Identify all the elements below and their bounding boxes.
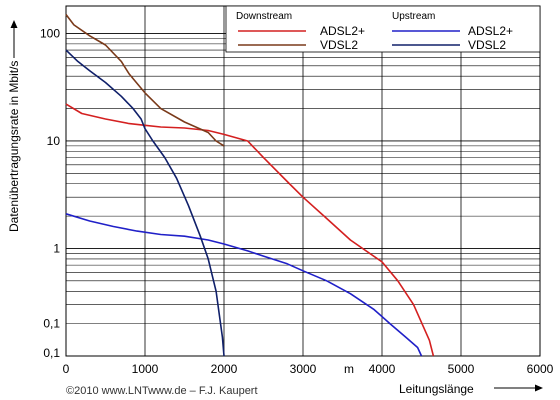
grid-lines xyxy=(66,6,540,357)
x-axis-label: Leitungslänge xyxy=(399,382,474,396)
x-tick-labels: 0 1000 2000 3000 4000 5000 6000 xyxy=(63,362,554,376)
legend-label-up-vdsl2: VDSL2 xyxy=(468,38,506,52)
y-tick-label: 100 xyxy=(40,26,60,40)
y-tick-label: 0,1 xyxy=(43,346,60,360)
x-tick-label: 2000 xyxy=(211,362,238,376)
x-axis-arrow xyxy=(494,384,543,392)
series-line-3 xyxy=(65,49,225,357)
series-lines xyxy=(65,14,435,357)
y-tick-label: 1 xyxy=(53,241,60,255)
legend-label-down-vdsl2: VDSL2 xyxy=(320,38,358,52)
y-axis-label: Datenübertragungsrate in Mbit/s xyxy=(7,61,21,232)
legend-heading-downstream: Downstream xyxy=(236,11,292,22)
x-tick-label: 5000 xyxy=(448,362,475,376)
y-tick-label: 0,1 xyxy=(43,317,60,331)
x-unit-label: m xyxy=(344,362,354,376)
copyright-text: ©2010 www.LNTwww.de – F.J. Kaupert xyxy=(66,385,258,397)
legend-heading-upstream: Upstream xyxy=(392,11,435,22)
y-tick-label: 10 xyxy=(47,134,61,148)
x-tick-label: 4000 xyxy=(369,362,396,376)
y-tick-labels: 0,1 0,1 1 10 100 xyxy=(40,26,60,360)
y-axis-arrow xyxy=(10,20,18,58)
x-tick-label: 0 xyxy=(63,362,70,376)
x-tick-label: 3000 xyxy=(290,362,317,376)
series-line-1 xyxy=(65,14,225,147)
x-tick-label: 6000 xyxy=(527,362,554,376)
series-line-2 xyxy=(65,213,423,357)
series-line-0 xyxy=(65,103,435,357)
x-tick-label: 1000 xyxy=(132,362,159,376)
legend: Downstream Upstream ADSL2+ VDSL2 ADSL2+ … xyxy=(225,5,541,53)
legend-label-up-adsl2plus: ADSL2+ xyxy=(468,24,513,38)
legend-label-down-adsl2plus: ADSL2+ xyxy=(320,24,365,38)
